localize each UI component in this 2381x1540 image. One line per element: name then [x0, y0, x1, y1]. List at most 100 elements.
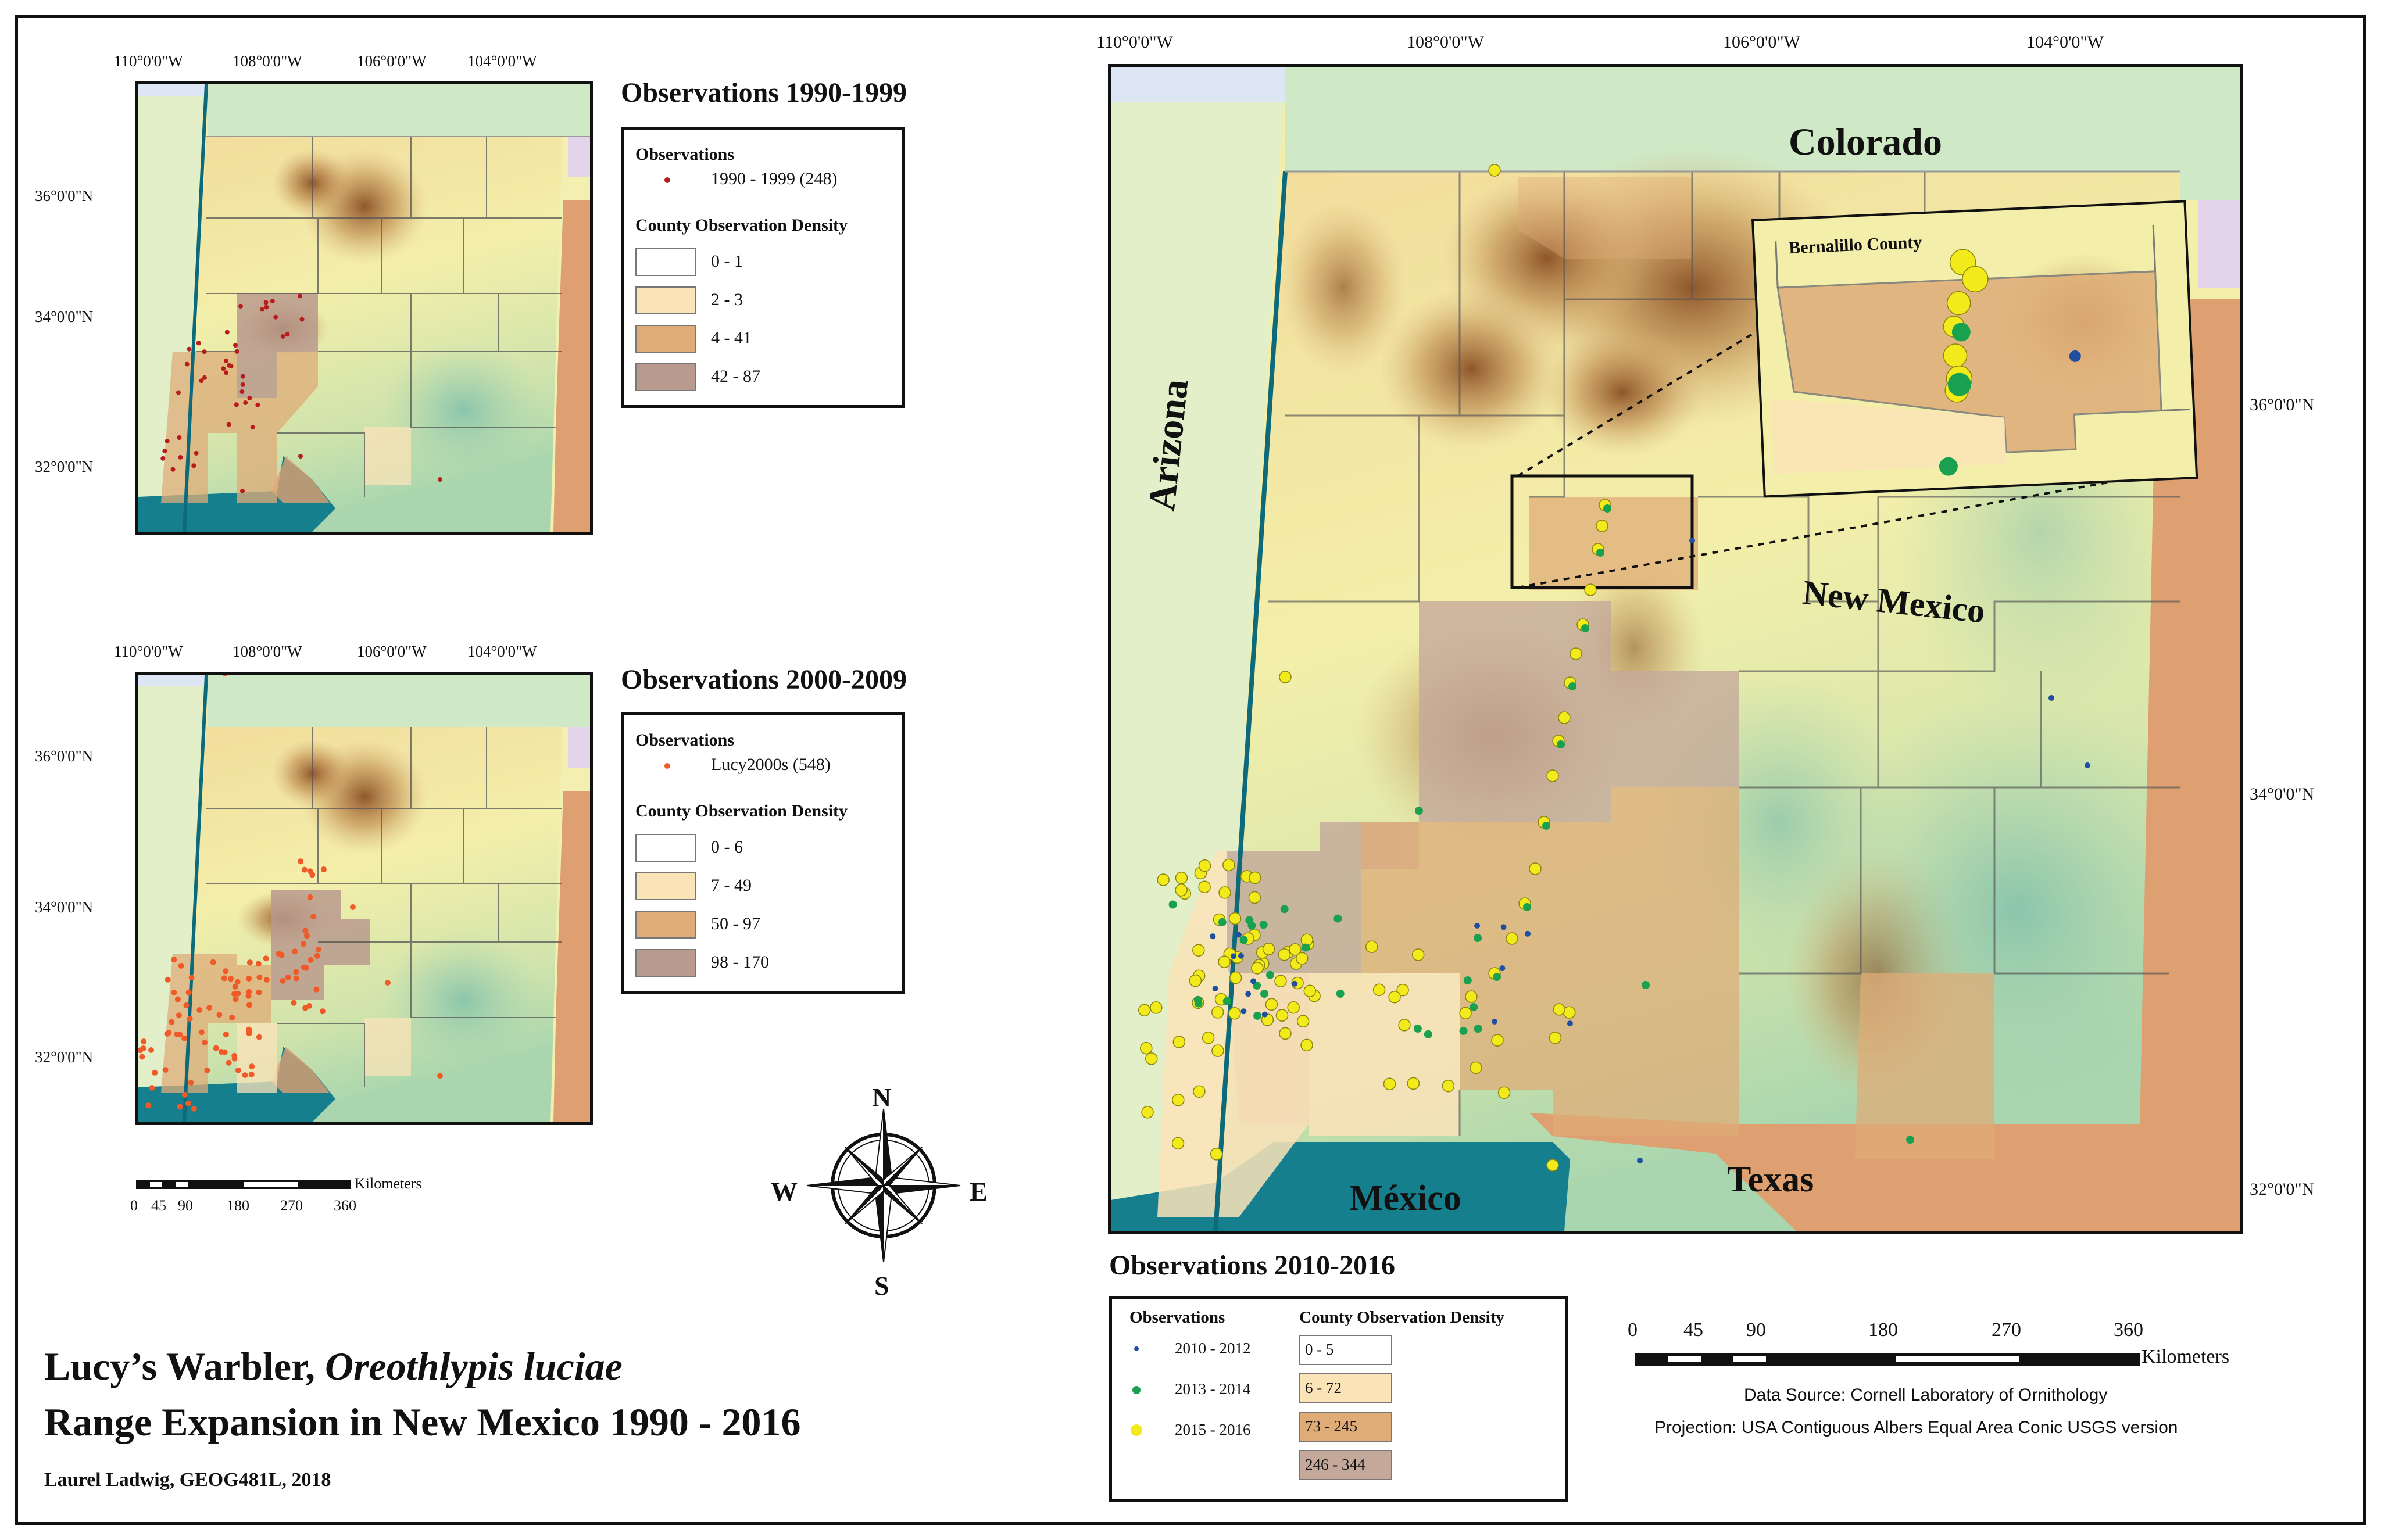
- label-colorado: Colorado: [1789, 121, 1942, 163]
- observation-dot: [234, 979, 241, 985]
- lat-tick: 34°0'0"N: [35, 308, 94, 325]
- observation-dot: [280, 334, 285, 339]
- observation-dot: [185, 989, 192, 995]
- observation-dot: [1292, 980, 1298, 987]
- scale-unit: Kilometers: [2142, 1346, 2230, 1367]
- legend-1990: Observations 1990 - 1999 (248) County Ob…: [621, 127, 905, 408]
- observation-dot: [139, 1054, 145, 1060]
- observation-dot: [1222, 858, 1235, 872]
- observation-dot: [2069, 350, 2081, 362]
- observation-dot: [1570, 647, 1582, 660]
- observation-dot: [1145, 1052, 1158, 1065]
- observation-dot: [191, 1105, 197, 1112]
- texas-region: [553, 200, 590, 532]
- observation-dot: [307, 894, 313, 900]
- observation-dot: [1459, 1026, 1468, 1035]
- observation-dot: [170, 467, 176, 472]
- inset-observation-dots: [1939, 249, 2081, 476]
- observation-dot: [307, 868, 313, 875]
- observation-dot: [228, 976, 234, 982]
- observation-dot: [1239, 936, 1248, 944]
- density-swatch: [1299, 1335, 1392, 1365]
- observation-dot: [221, 975, 227, 982]
- observation-dot: [233, 996, 239, 1002]
- legend-obs-heading: Observations: [1129, 1308, 1225, 1327]
- observation-dot: [1492, 1018, 1497, 1025]
- observation-dot: [298, 858, 304, 865]
- legend-density-heading: County Observation Density: [635, 216, 848, 235]
- scale-tick: 180: [1868, 1319, 1898, 1341]
- density-label: 0 - 1: [711, 252, 743, 271]
- colorado-region: [1285, 67, 2240, 200]
- projection-note: Projection: USA Contiguous Albers Equal …: [1654, 1418, 2178, 1437]
- lon-tick: 108°0'0"W: [1407, 33, 1484, 52]
- observation-dot: [1442, 1079, 1455, 1093]
- arizona-region: [1111, 67, 1285, 1231]
- observation-dot: [221, 366, 226, 371]
- observation-dot: [1303, 984, 1317, 997]
- utah-region: [138, 84, 206, 96]
- density-label: 246 - 344: [1305, 1456, 1365, 1473]
- density-label: 50 - 97: [711, 914, 760, 933]
- observation-dot: [1398, 1019, 1411, 1032]
- observation-dot: [1202, 1032, 1215, 1044]
- observation-dot: [246, 1026, 252, 1033]
- observation-dot: [1278, 948, 1291, 961]
- observation-dot: [226, 422, 231, 427]
- map-canvas-2000: [138, 675, 590, 1122]
- observation-dot: [1279, 1027, 1292, 1040]
- observation-dot: [1218, 918, 1227, 926]
- observation-dot: [1372, 983, 1386, 997]
- observation-dot: [291, 1000, 297, 1006]
- observation-dot: [256, 1034, 262, 1040]
- observation-dot: [1262, 943, 1275, 955]
- observation-dot: [202, 349, 207, 354]
- observation-dot: [1603, 504, 1611, 513]
- observation-dot: [169, 1019, 175, 1025]
- observation-dot: [174, 996, 181, 1002]
- observation-dot: [1465, 990, 1478, 1003]
- observation-dot: [1943, 343, 1968, 368]
- legend-2010: Observations 2010 - 2012 2013 - 2014 201…: [1109, 1296, 1568, 1502]
- observation-dot: [1253, 1011, 1262, 1020]
- lon-tick: 106°0'0"W: [357, 643, 427, 660]
- observation-dot: [1637, 1158, 1643, 1163]
- density-label: 0 - 6: [711, 837, 743, 857]
- observation-dot: [1336, 990, 1345, 998]
- observation-dot: [1497, 1086, 1511, 1100]
- observation-dot: [229, 1015, 235, 1020]
- observation-dot: [1962, 266, 1989, 293]
- observation-dot: [1474, 922, 1481, 929]
- observation-dot: [171, 990, 177, 995]
- observation-dot: [280, 977, 286, 984]
- observation-dot: [152, 1069, 158, 1076]
- observation-dot: [1211, 1044, 1224, 1057]
- observation-dot: [1211, 1006, 1224, 1019]
- observation-dot: [1150, 1001, 1163, 1014]
- observation-dot: [256, 989, 262, 995]
- observation-dot: [2048, 695, 2054, 701]
- observation-dot: [308, 957, 314, 963]
- observation-dot: [1939, 457, 1958, 476]
- observation-dot: [1194, 999, 1203, 1008]
- map-sheet-border: [15, 15, 2366, 1525]
- observation-dot: [145, 1102, 152, 1109]
- observation-dot: [1415, 807, 1423, 815]
- density-swatch: [635, 949, 696, 977]
- lon-tick: 106°0'0"W: [357, 52, 427, 70]
- observation-dot: [1596, 549, 1604, 557]
- observation-dot: [1413, 1024, 1422, 1033]
- observation-dot: [1296, 952, 1309, 965]
- observation-dot: [293, 975, 299, 982]
- density-label: 98 - 170: [711, 952, 769, 972]
- scale-unit: Kilometers: [355, 1175, 422, 1192]
- observation-dot: [216, 1012, 223, 1018]
- observation-dot: [1229, 971, 1242, 984]
- observation-dot: [1557, 740, 1565, 748]
- observation-dot: [1596, 520, 1608, 532]
- observation-dot: [206, 1005, 213, 1011]
- lon-tick: 110°0'0"W: [114, 52, 183, 70]
- observation-dot: [191, 463, 196, 468]
- observation-dot: [1235, 932, 1242, 938]
- observation-dot: [1172, 1036, 1186, 1048]
